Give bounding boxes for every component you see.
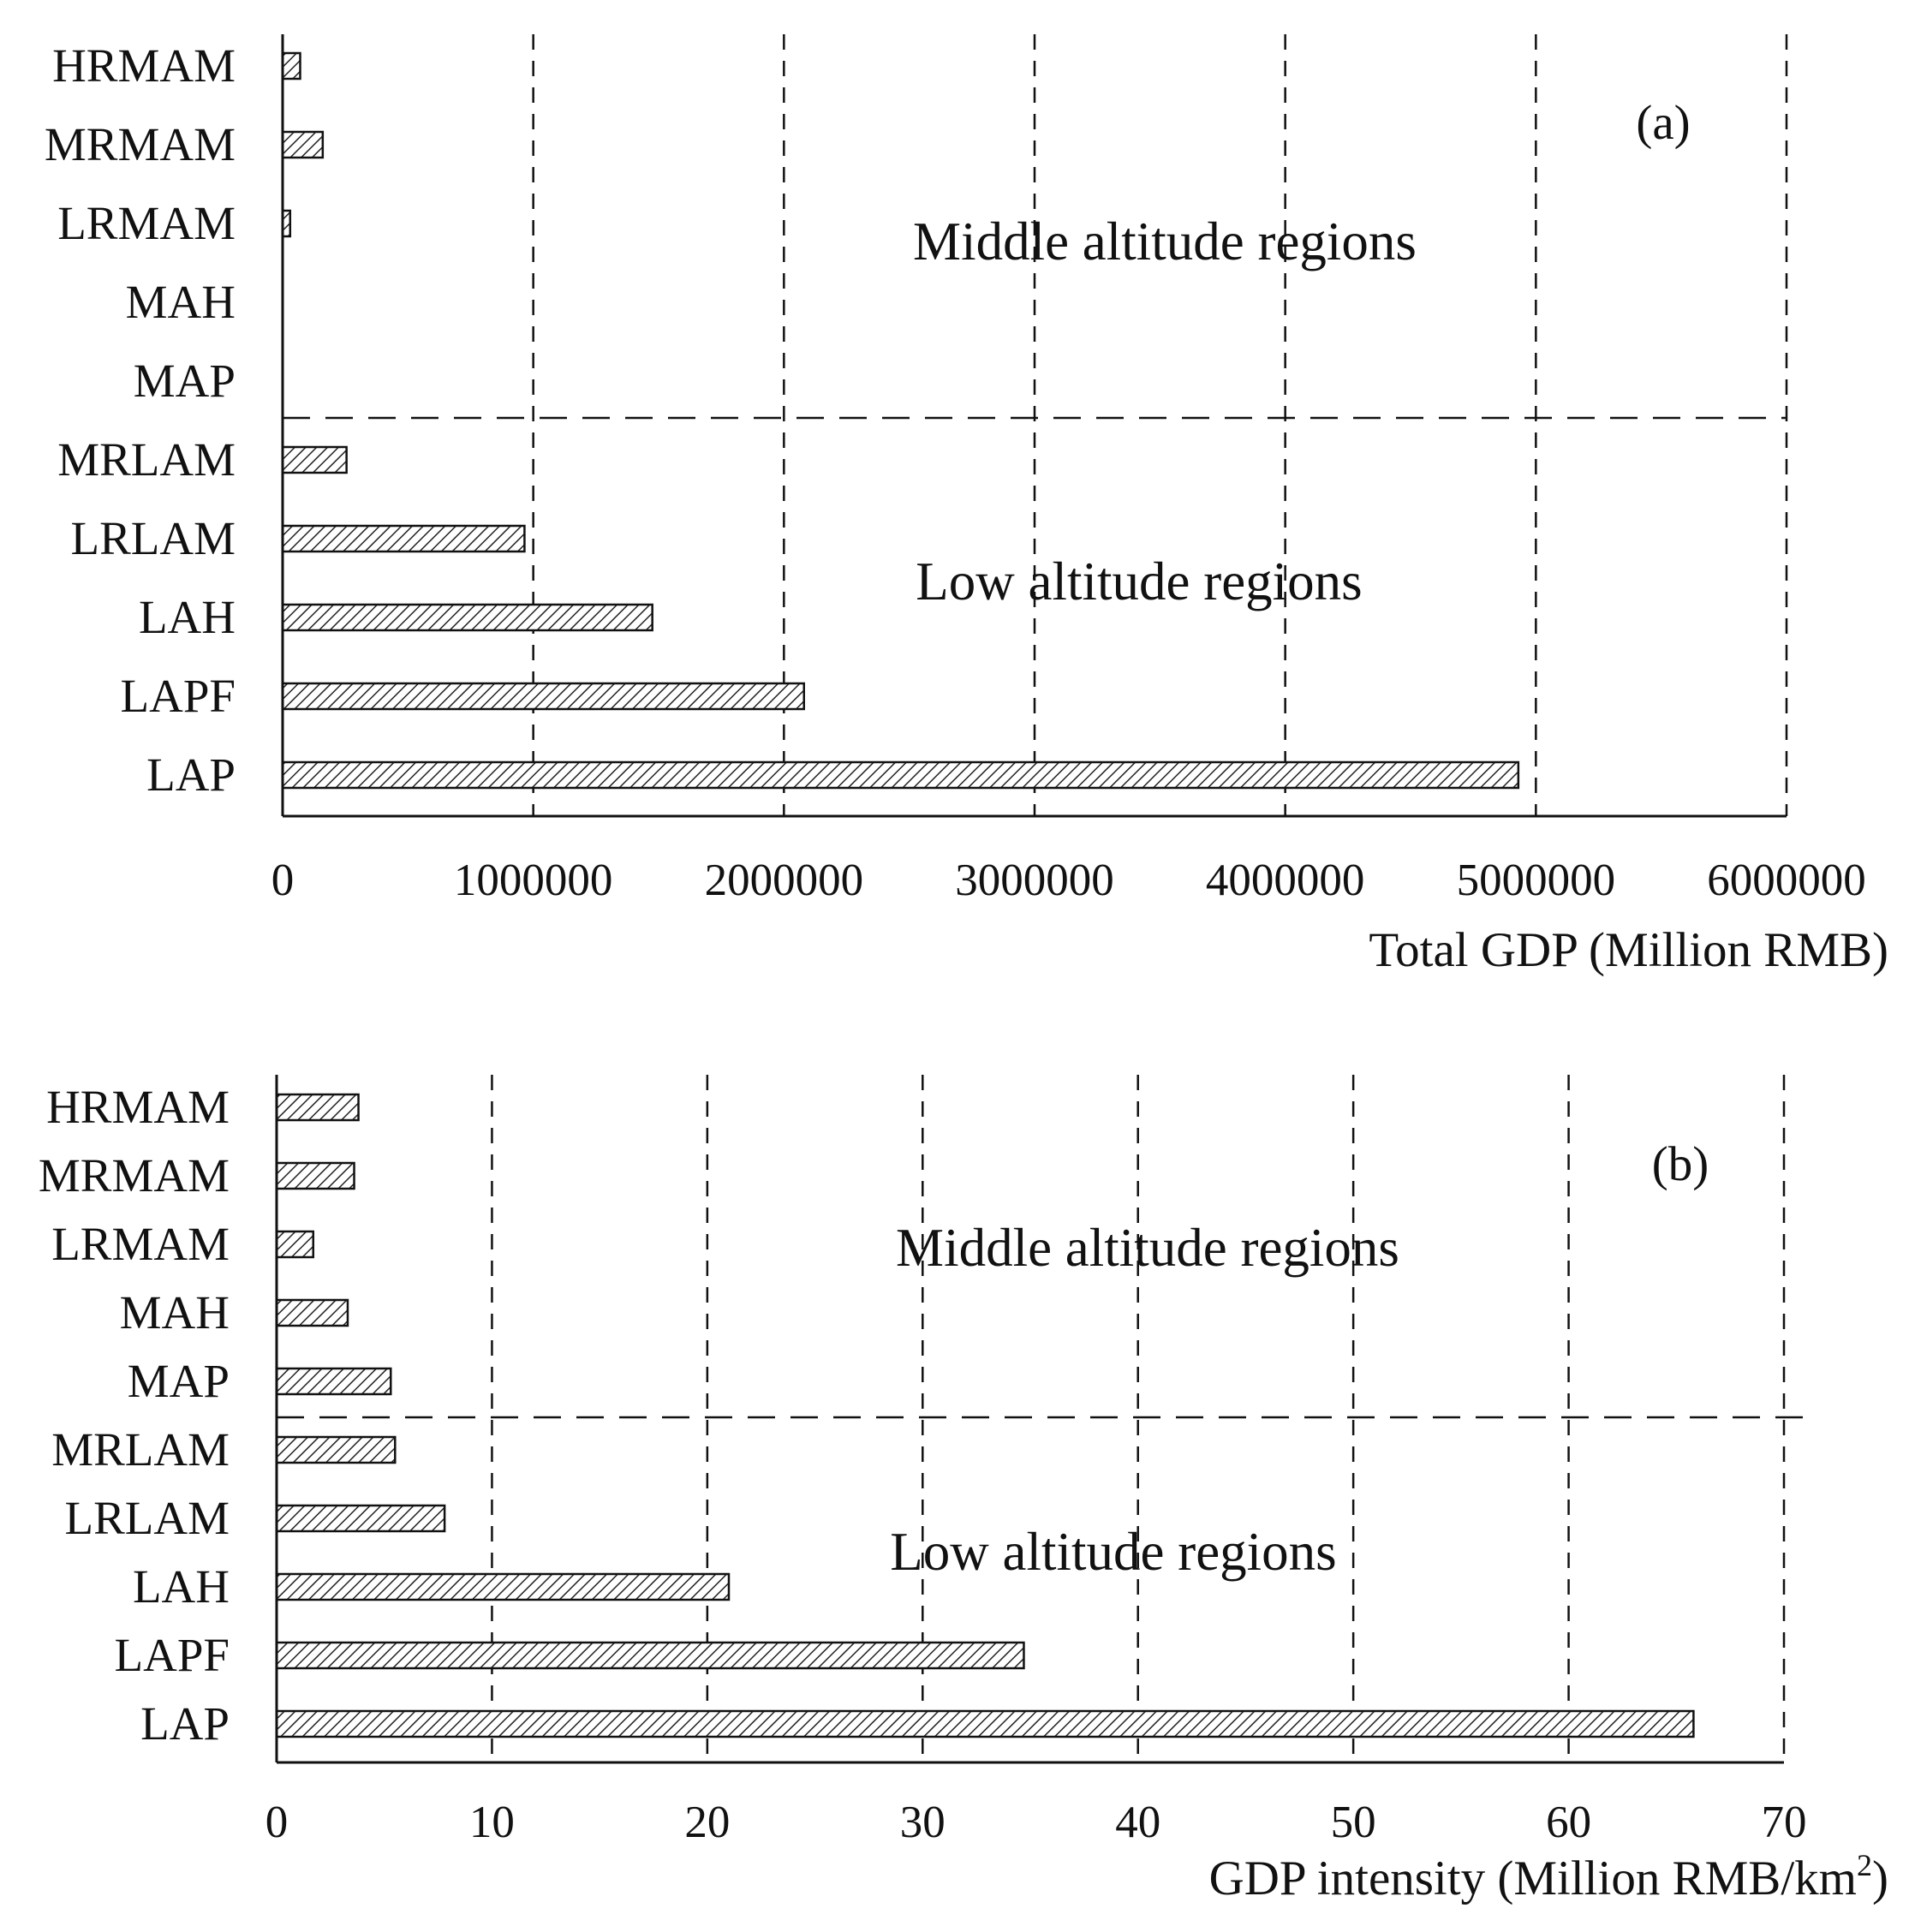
panel-b-gdp-intensity: HRMAM MRMAM LRMAM MAH MAP MRLAM LRLAM LAH LAPF LA…: [39, 1075, 1888, 1905]
x-tick-label-3000000: 3000000: [955, 856, 1114, 905]
category-label-map: MAP: [134, 355, 236, 407]
category-label-lrmam: LRMAM: [51, 1218, 230, 1270]
bar-map: [275, 1367, 392, 1396]
category-label-mrlam: MRLAM: [57, 433, 236, 486]
category-label-mrmam: MRMAM: [39, 1149, 230, 1202]
bar-lah: [275, 1572, 731, 1601]
panel-b-x-axis-title: GDP intensity (Million RMB/km2): [1209, 1848, 1888, 1905]
bar-lap: [275, 1709, 1695, 1738]
bar-lap: [281, 760, 1520, 790]
category-label-lapf: LAPF: [121, 670, 236, 722]
panel-a-low-region-label: Low altitude regions: [916, 552, 1362, 611]
panel-a-bars: [281, 51, 1520, 790]
panel-b-low-region-label: Low altitude regions: [890, 1522, 1336, 1582]
x-tick-label-0: 0: [265, 1798, 289, 1847]
category-label-mah: MAH: [126, 276, 236, 328]
category-label-mrlam: MRLAM: [51, 1423, 230, 1476]
category-label-lap: LAP: [146, 748, 236, 801]
panel-a-tag: (a): [1636, 96, 1690, 150]
bar-lrmam: [275, 1230, 314, 1259]
category-label-mrmam: MRMAM: [45, 118, 236, 170]
panel-b-x-axis-title-main: GDP intensity (Million RMB/km: [1209, 1852, 1857, 1905]
x-tick-label-10: 10: [469, 1798, 515, 1847]
panel-a-x-axis-title: Total GDP (Million RMB): [1369, 923, 1888, 977]
bar-lrlam: [281, 524, 526, 553]
x-tick-label-60: 60: [1546, 1798, 1591, 1847]
panel-b-tick-labels: 0 10 20 30 40 50 60 70: [265, 1798, 1807, 1847]
panel-b-x-axis-title-superscript: 2: [1857, 1848, 1872, 1882]
category-label-lap: LAP: [140, 1697, 230, 1750]
panel-a-category-labels: HRMAM MRMAM LRMAM MAH MAP MRLAM LRLAM LAH LAPF LA…: [45, 39, 236, 801]
bar-hrmam: [281, 51, 301, 80]
category-label-lrlam: LRLAM: [71, 512, 236, 564]
panel-b-x-axis-title-close: ): [1872, 1852, 1888, 1905]
x-tick-label-2000000: 2000000: [705, 856, 864, 905]
category-label-lapf: LAPF: [115, 1629, 230, 1681]
panel-a-total-gdp: HRMAM MRMAM LRMAM MAH MAP MRLAM LRLAM LAH LAPF LA…: [45, 34, 1888, 977]
x-tick-label-70: 70: [1762, 1798, 1807, 1847]
panel-b-tag: (b): [1652, 1137, 1709, 1191]
category-label-lrlam: LRLAM: [65, 1492, 230, 1544]
bar-mrmam: [275, 1161, 355, 1190]
panel-b-gridlines: [491, 1075, 1786, 1762]
bar-mah: [275, 1298, 349, 1327]
category-label-mah: MAH: [120, 1286, 230, 1339]
bar-lapf: [281, 682, 805, 711]
bar-lrlam: [275, 1504, 446, 1533]
category-label-lah: LAH: [139, 591, 236, 643]
category-label-hrmam: HRMAM: [46, 1081, 230, 1133]
x-tick-label-1000000: 1000000: [454, 856, 613, 905]
panel-b-category-labels: HRMAM MRMAM LRMAM MAH MAP MRLAM LRLAM LAH LAPF LA…: [39, 1081, 230, 1750]
bar-mrlam: [275, 1435, 397, 1464]
panel-a-tick-labels: 0 1000000 2000000 3000000 4000000 5000000 6000…: [271, 856, 1866, 905]
x-tick-label-4000000: 4000000: [1206, 856, 1365, 905]
panel-b-middle-region-label: Middle altitude regions: [896, 1218, 1399, 1278]
bar-hrmam: [275, 1093, 360, 1122]
bar-lah: [281, 603, 653, 632]
bar-mrmam: [281, 130, 325, 159]
x-tick-label-6000000: 6000000: [1707, 856, 1866, 905]
category-label-lah: LAH: [133, 1560, 230, 1613]
x-tick-label-40: 40: [1115, 1798, 1160, 1847]
bar-mrlam: [281, 445, 348, 474]
x-tick-label-50: 50: [1331, 1798, 1376, 1847]
x-tick-label-5000000: 5000000: [1457, 856, 1616, 905]
panel-b-bars: [275, 1093, 1695, 1738]
category-label-map: MAP: [128, 1355, 230, 1407]
x-tick-label-30: 30: [900, 1798, 946, 1847]
bar-lapf: [275, 1641, 1025, 1670]
category-label-lrmam: LRMAM: [57, 197, 236, 249]
x-tick-label-0: 0: [271, 856, 295, 905]
x-tick-label-20: 20: [684, 1798, 730, 1847]
category-label-hrmam: HRMAM: [52, 39, 236, 92]
panel-a-middle-region-label: Middle altitude regions: [913, 212, 1417, 271]
